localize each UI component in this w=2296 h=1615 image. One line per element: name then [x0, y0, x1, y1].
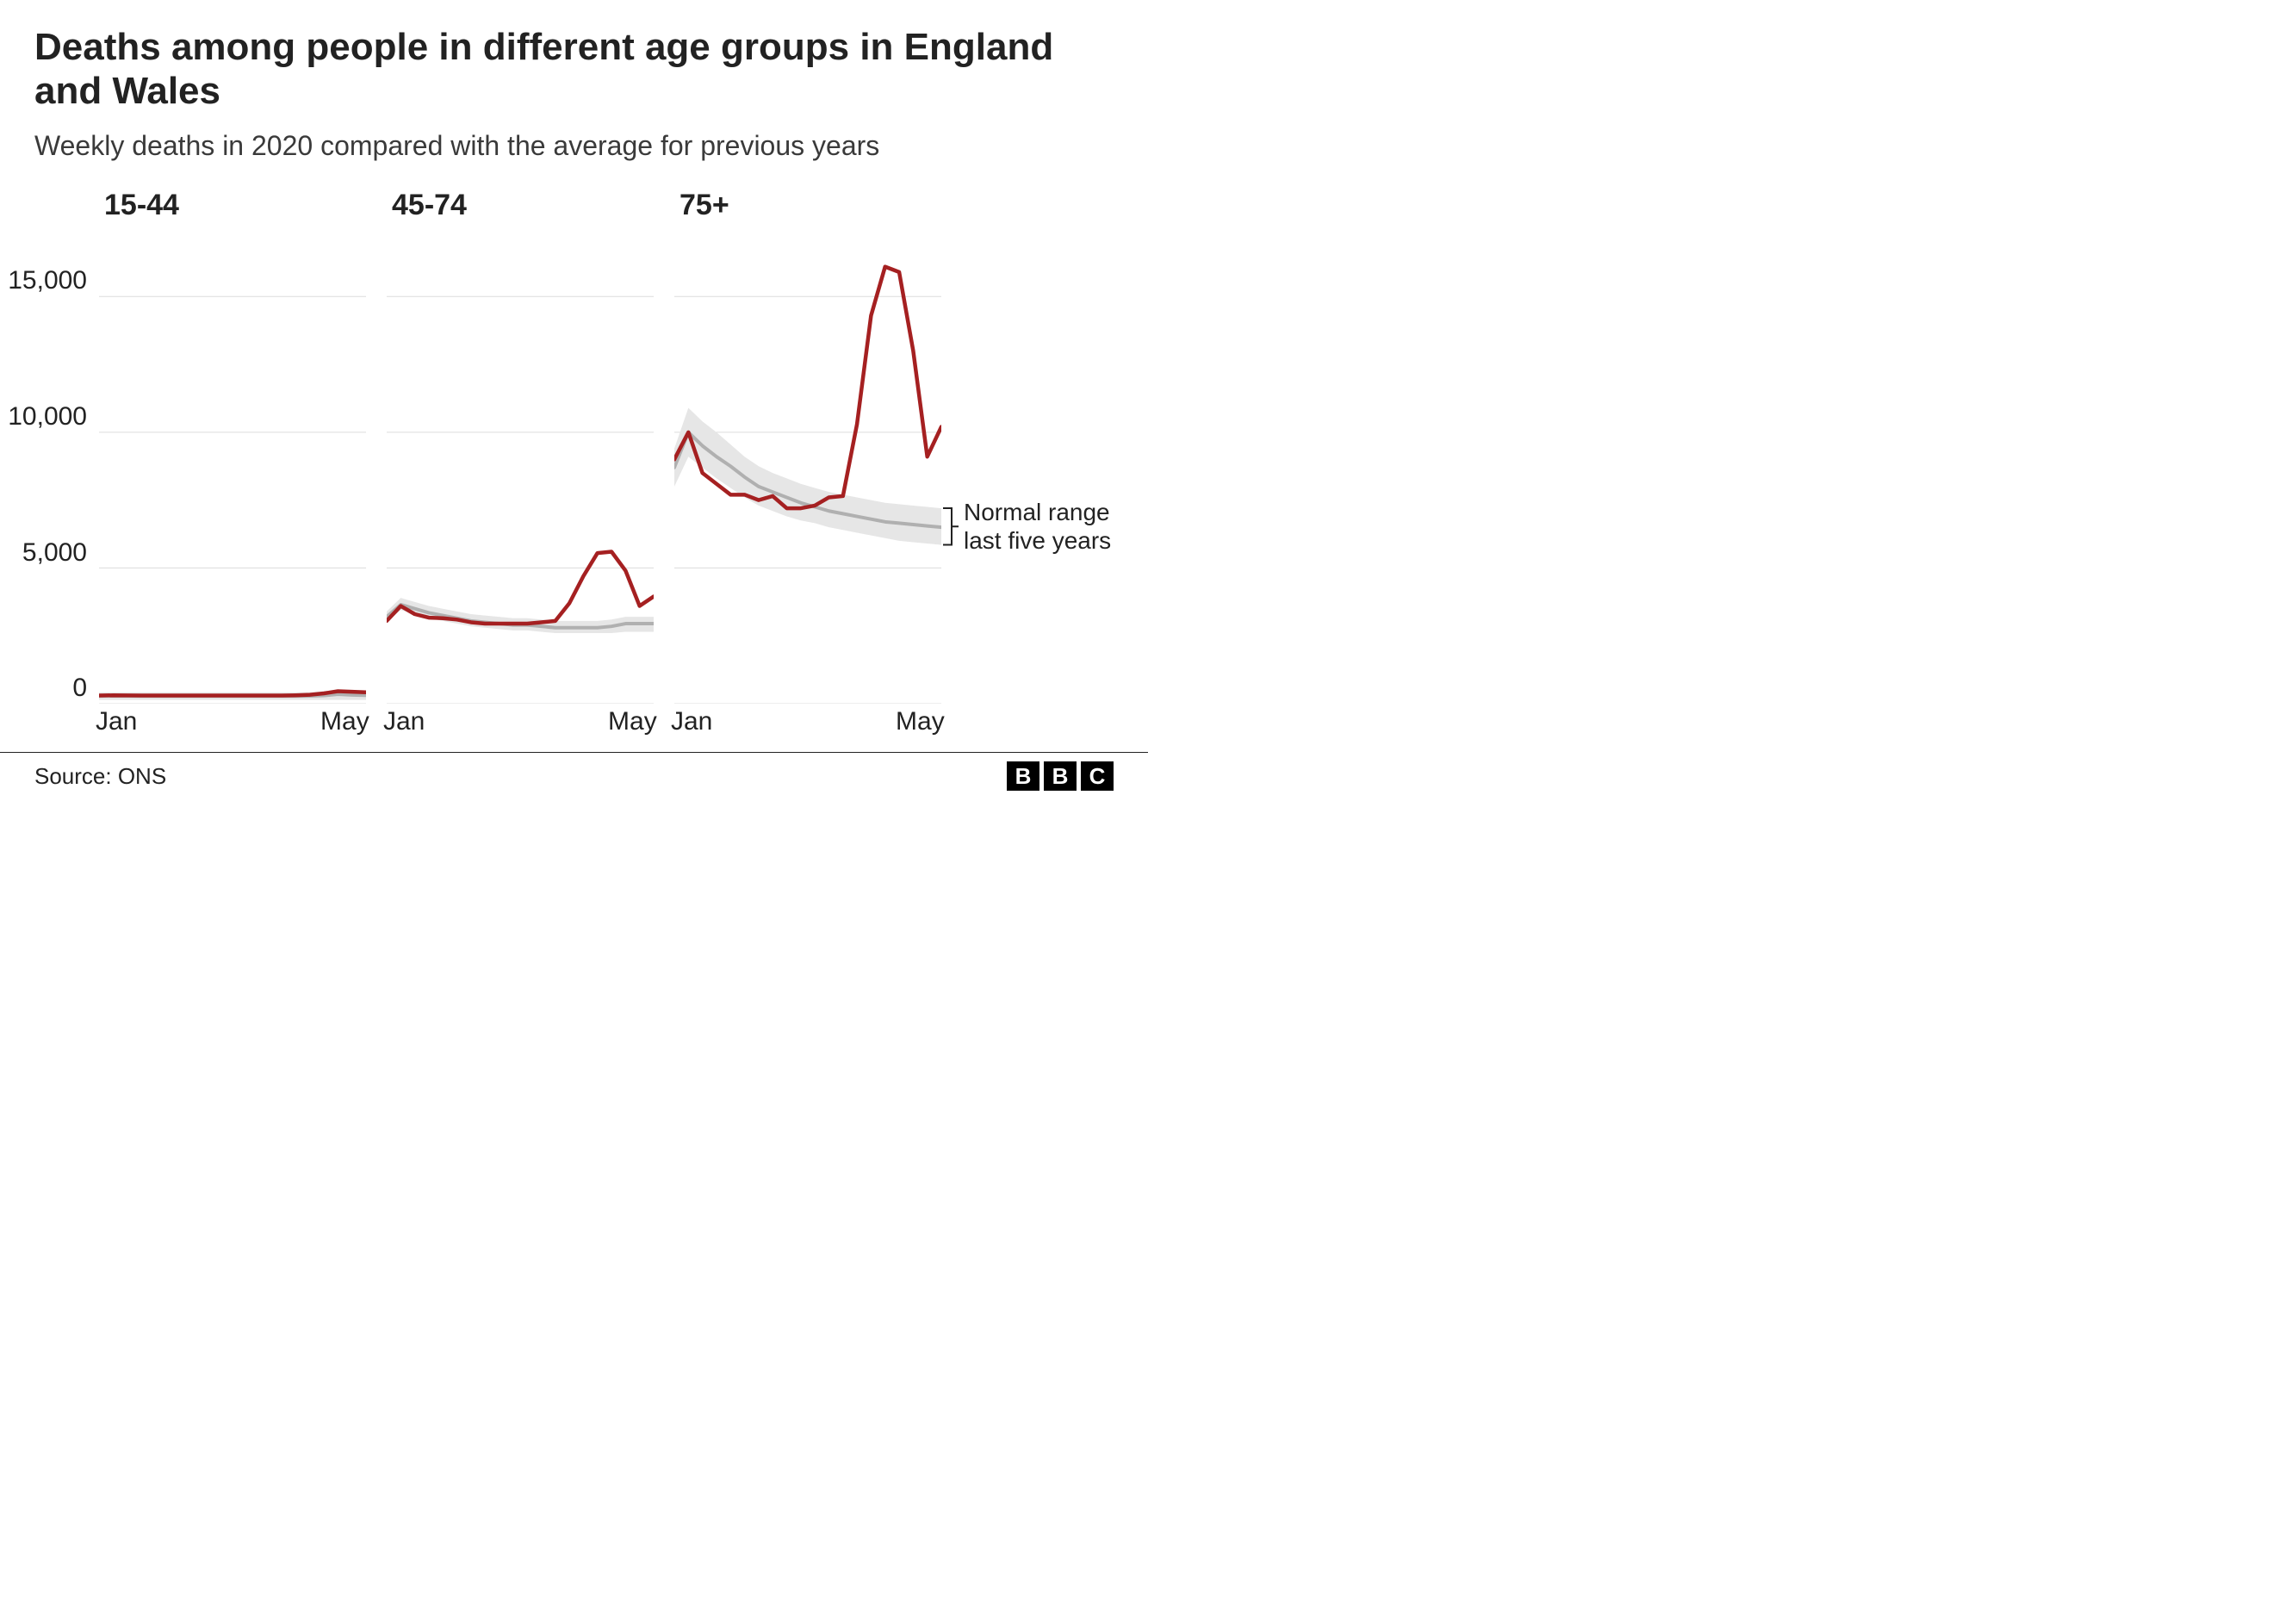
x-axis: Jan May — [99, 704, 366, 738]
chart-panel: 75+Normal rangelast five yearsJanMay — [674, 189, 941, 738]
x-axis-tick-label: May — [896, 707, 945, 736]
annotation-label: Normal rangelast five years — [964, 498, 1145, 555]
panel-title: 75+ — [674, 189, 729, 240]
chart-panel: 45-74 JanMay — [387, 189, 654, 738]
y-axis-tick-label: 10,000 — [8, 402, 87, 432]
y-axis: 05,00010,00015,000 — [34, 189, 99, 688]
source-label: Source: ONS — [34, 763, 166, 790]
x-axis-tick-label: Jan — [96, 707, 137, 736]
x-axis: JanMay — [674, 704, 941, 738]
bbc-logo-block: B — [1044, 761, 1077, 791]
chart-container: Deaths among people in different age gro… — [0, 0, 1148, 747]
panel-plot — [674, 256, 941, 704]
y-axis-tick-label: 5,000 — [22, 538, 87, 568]
chart-title: Deaths among people in different age gro… — [34, 26, 1114, 113]
panel-title: 45-74 — [387, 189, 467, 240]
x-axis-tick-label: May — [608, 707, 657, 736]
chart-subtitle: Weekly deaths in 2020 compared with the … — [34, 128, 1114, 163]
panel-plot — [387, 256, 654, 704]
panels-row: 05,00010,00015,00015-44JanMay45-74JanMay… — [34, 189, 1114, 738]
x-axis: JanMay — [387, 704, 654, 738]
bbc-logo: BBC — [1007, 761, 1114, 791]
y-axis-tick-label: 15,000 — [8, 266, 87, 295]
annotation-line: Normal range — [964, 498, 1145, 526]
annotation-bracket-icon — [943, 505, 962, 549]
x-axis-tick-label: Jan — [671, 707, 712, 736]
x-axis-tick-label: Jan — [383, 707, 425, 736]
panel-title: 15-44 — [99, 189, 179, 240]
y-axis-tick-label: 0 — [72, 674, 87, 703]
x-axis-tick-label: May — [320, 707, 369, 736]
bbc-logo-block: B — [1007, 761, 1039, 791]
annotation-line: last five years — [964, 526, 1145, 555]
chart-footer: Source: ONS BBC — [0, 752, 1148, 803]
bbc-logo-block: C — [1081, 761, 1114, 791]
panel-plot — [99, 256, 366, 704]
chart-panel: 15-44 Jan May — [99, 189, 366, 738]
